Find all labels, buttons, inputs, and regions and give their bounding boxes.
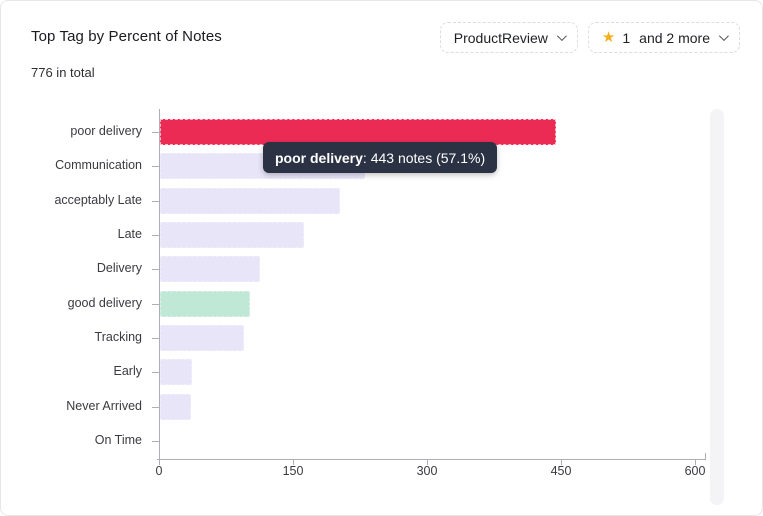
y-axis-tick <box>152 269 159 271</box>
x-axis-tick-label: 600 <box>684 464 706 478</box>
y-axis-tick <box>152 234 159 236</box>
category-label: poor delivery <box>70 124 142 138</box>
bar-delivery[interactable] <box>160 256 261 283</box>
card-title: Top Tag by Percent of Notes <box>31 28 222 45</box>
y-axis-tick <box>152 440 159 442</box>
rating-filter-suffix: and 2 more <box>639 29 710 46</box>
category-label: Delivery <box>96 261 142 276</box>
star-icon: ★ <box>601 29 616 46</box>
x-axis-endcap <box>705 453 706 459</box>
y-axis-tick <box>152 200 159 202</box>
y-axis-line <box>159 109 160 459</box>
x-axis-line <box>157 459 706 460</box>
x-axis-tick <box>695 459 696 465</box>
y-axis-tick <box>152 337 159 339</box>
y-axis-tick <box>152 372 159 374</box>
category-label: Late <box>117 226 142 241</box>
x-axis-tick-label: 0 <box>155 464 163 478</box>
rating-filter-dropdown[interactable]: ★ 1 and 2 more <box>587 22 740 53</box>
x-axis-tick-label: 150 <box>282 464 304 478</box>
category-label: good delivery <box>67 295 142 310</box>
bar-acceptably-late[interactable] <box>160 187 341 214</box>
y-axis-tick <box>152 166 159 168</box>
source-filter-label: ProductReview <box>453 29 548 46</box>
x-axis-tick <box>427 459 428 465</box>
x-axis-tick <box>159 459 160 465</box>
bar-tracking[interactable] <box>160 324 244 351</box>
x-axis-tick-label: 300 <box>416 464 438 478</box>
y-axis-tick <box>152 406 159 408</box>
bar-good-delivery[interactable] <box>160 290 251 317</box>
tooltip-detail: : 443 notes (57.1%) <box>362 149 486 166</box>
total-count-label: 776 in total <box>31 65 95 80</box>
category-label: Communication <box>55 158 142 173</box>
category-label: On Time <box>94 432 142 447</box>
y-axis-tick <box>152 132 159 133</box>
category-label: Tracking <box>94 329 142 344</box>
x-axis-tick <box>561 459 562 465</box>
category-label: acceptably Late <box>54 192 142 207</box>
x-axis-tick <box>293 459 294 465</box>
category-label: Never Arrived <box>66 398 142 413</box>
bar-never-arrived[interactable] <box>160 393 192 420</box>
category-label: Early <box>113 364 142 379</box>
x-axis-tick-label: 450 <box>550 464 572 478</box>
chart-scrollbar[interactable] <box>710 109 724 505</box>
rating-filter-label: 1 <box>622 29 631 46</box>
y-axis-tick <box>152 303 159 305</box>
tooltip-tag-name: poor delivery <box>275 149 363 166</box>
bar-late[interactable] <box>160 221 304 248</box>
bar-early[interactable] <box>160 359 193 386</box>
source-filter-dropdown[interactable]: ProductReview <box>439 22 578 53</box>
bar-tooltip: poor delivery: 443 notes (57.1%) <box>263 142 498 173</box>
filter-bar: ProductReview ★ 1 and 2 more <box>439 22 740 53</box>
